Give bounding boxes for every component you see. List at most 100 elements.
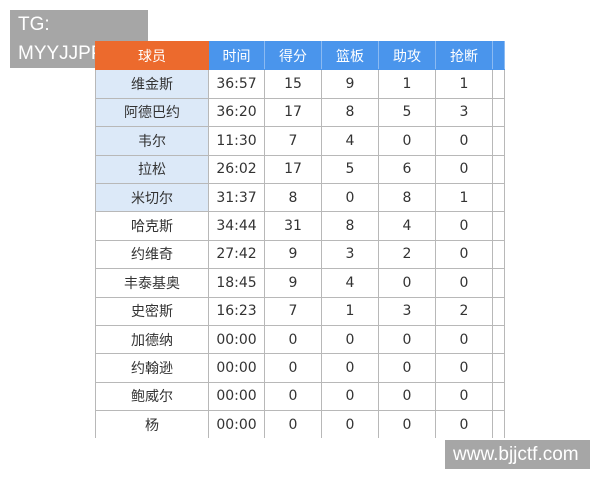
table-row: 维金斯 36:57 15 9 1 1 <box>95 69 505 99</box>
extra-cell <box>492 69 505 99</box>
rebounds-cell: 0 <box>321 182 379 213</box>
minutes-cell: 11:30 <box>208 126 265 156</box>
table-row: 鲍威尔 00:00 0 0 0 0 <box>95 381 505 412</box>
points-cell: 0 <box>264 381 322 412</box>
rebounds-cell: 8 <box>321 211 379 241</box>
rebounds-cell: 9 <box>321 69 379 99</box>
rebounds-cell: 8 <box>321 97 379 128</box>
steals-cell: 0 <box>435 381 493 412</box>
assists-cell: 3 <box>378 296 436 326</box>
extra-cell <box>492 211 505 241</box>
rebounds-cell: 0 <box>321 410 379 439</box>
points-cell: 17 <box>264 97 322 128</box>
minutes-cell: 26:02 <box>208 154 265 184</box>
extra-cell <box>492 296 505 326</box>
points-cell: 7 <box>264 126 322 156</box>
rebounds-cell: 3 <box>321 239 379 270</box>
table-header-row: 球员 时间 得分 篮板 助攻 抢断 <box>95 40 505 71</box>
assists-cell: 1 <box>378 69 436 99</box>
rebounds-cell: 1 <box>321 296 379 326</box>
table-row: 韦尔 11:30 7 4 0 0 <box>95 126 505 156</box>
header-player: 球员 <box>95 40 209 71</box>
minutes-cell: 00:00 <box>208 353 265 383</box>
rebounds-cell: 0 <box>321 353 379 383</box>
extra-cell <box>492 381 505 412</box>
rebounds-cell: 4 <box>321 126 379 156</box>
steals-cell: 0 <box>435 211 493 241</box>
extra-cell <box>492 268 505 298</box>
points-cell: 9 <box>264 239 322 270</box>
rebounds-cell: 0 <box>321 324 379 355</box>
steals-cell: 0 <box>435 353 493 383</box>
assists-cell: 0 <box>378 268 436 298</box>
minutes-cell: 27:42 <box>208 239 265 270</box>
extra-cell <box>492 126 505 156</box>
assists-cell: 5 <box>378 97 436 128</box>
minutes-cell: 31:37 <box>208 182 265 213</box>
player-name-cell: 韦尔 <box>95 126 209 156</box>
table-row: 约翰逊 00:00 0 0 0 0 <box>95 353 505 383</box>
header-rebounds: 篮板 <box>321 40 379 71</box>
extra-cell <box>492 353 505 383</box>
steals-cell: 3 <box>435 97 493 128</box>
steals-cell: 1 <box>435 182 493 213</box>
assists-cell: 0 <box>378 324 436 355</box>
table-row: 拉松 26:02 17 5 6 0 <box>95 154 505 184</box>
assists-cell: 4 <box>378 211 436 241</box>
rebounds-cell: 4 <box>321 268 379 298</box>
assists-cell: 2 <box>378 239 436 270</box>
points-cell: 0 <box>264 324 322 355</box>
assists-cell: 0 <box>378 126 436 156</box>
points-cell: 31 <box>264 211 322 241</box>
rebounds-cell: 0 <box>321 381 379 412</box>
assists-cell: 0 <box>378 410 436 439</box>
minutes-cell: 00:00 <box>208 324 265 355</box>
header-steals: 抢断 <box>435 40 493 71</box>
table-row: 哈克斯 34:44 31 8 4 0 <box>95 211 505 241</box>
minutes-cell: 18:45 <box>208 268 265 298</box>
steals-cell: 1 <box>435 69 493 99</box>
table-row: 杨 00:00 0 0 0 0 <box>95 410 505 439</box>
assists-cell: 0 <box>378 381 436 412</box>
table-row: 加德纳 00:00 0 0 0 0 <box>95 324 505 355</box>
player-name-cell: 哈克斯 <box>95 211 209 241</box>
steals-cell: 0 <box>435 154 493 184</box>
player-name-cell: 鲍威尔 <box>95 381 209 412</box>
header-points: 得分 <box>264 40 322 71</box>
watermark-top: TG: MYYJJPP <box>10 10 148 68</box>
points-cell: 15 <box>264 69 322 99</box>
minutes-cell: 00:00 <box>208 381 265 412</box>
minutes-cell: 00:00 <box>208 410 265 439</box>
points-cell: 0 <box>264 353 322 383</box>
points-cell: 0 <box>264 410 322 439</box>
steals-cell: 0 <box>435 324 493 355</box>
player-name-cell: 杨 <box>95 410 209 439</box>
assists-cell: 8 <box>378 182 436 213</box>
header-assists: 助攻 <box>378 40 436 71</box>
minutes-cell: 36:20 <box>208 97 265 128</box>
extra-cell <box>492 410 505 439</box>
player-name-cell: 阿德巴约 <box>95 97 209 128</box>
rebounds-cell: 5 <box>321 154 379 184</box>
player-name-cell: 丰泰基奥 <box>95 268 209 298</box>
steals-cell: 2 <box>435 296 493 326</box>
steals-cell: 0 <box>435 410 493 439</box>
player-name-cell: 维金斯 <box>95 69 209 99</box>
points-cell: 7 <box>264 296 322 326</box>
minutes-cell: 34:44 <box>208 211 265 241</box>
minutes-cell: 36:57 <box>208 69 265 99</box>
assists-cell: 0 <box>378 353 436 383</box>
minutes-cell: 16:23 <box>208 296 265 326</box>
extra-cell <box>492 324 505 355</box>
table-row: 阿德巴约 36:20 17 8 5 3 <box>95 97 505 128</box>
player-name-cell: 拉松 <box>95 154 209 184</box>
player-stats-table: 球员 时间 得分 篮板 助攻 抢断 维金斯 36:57 15 9 1 1 阿德巴约 36:20… <box>95 40 505 439</box>
player-name-cell: 米切尔 <box>95 182 209 213</box>
steals-cell: 0 <box>435 239 493 270</box>
steals-cell: 0 <box>435 268 493 298</box>
header-time: 时间 <box>208 40 265 71</box>
extra-cell <box>492 97 505 128</box>
player-name-cell: 史密斯 <box>95 296 209 326</box>
header-extra <box>492 40 505 71</box>
extra-cell <box>492 154 505 184</box>
